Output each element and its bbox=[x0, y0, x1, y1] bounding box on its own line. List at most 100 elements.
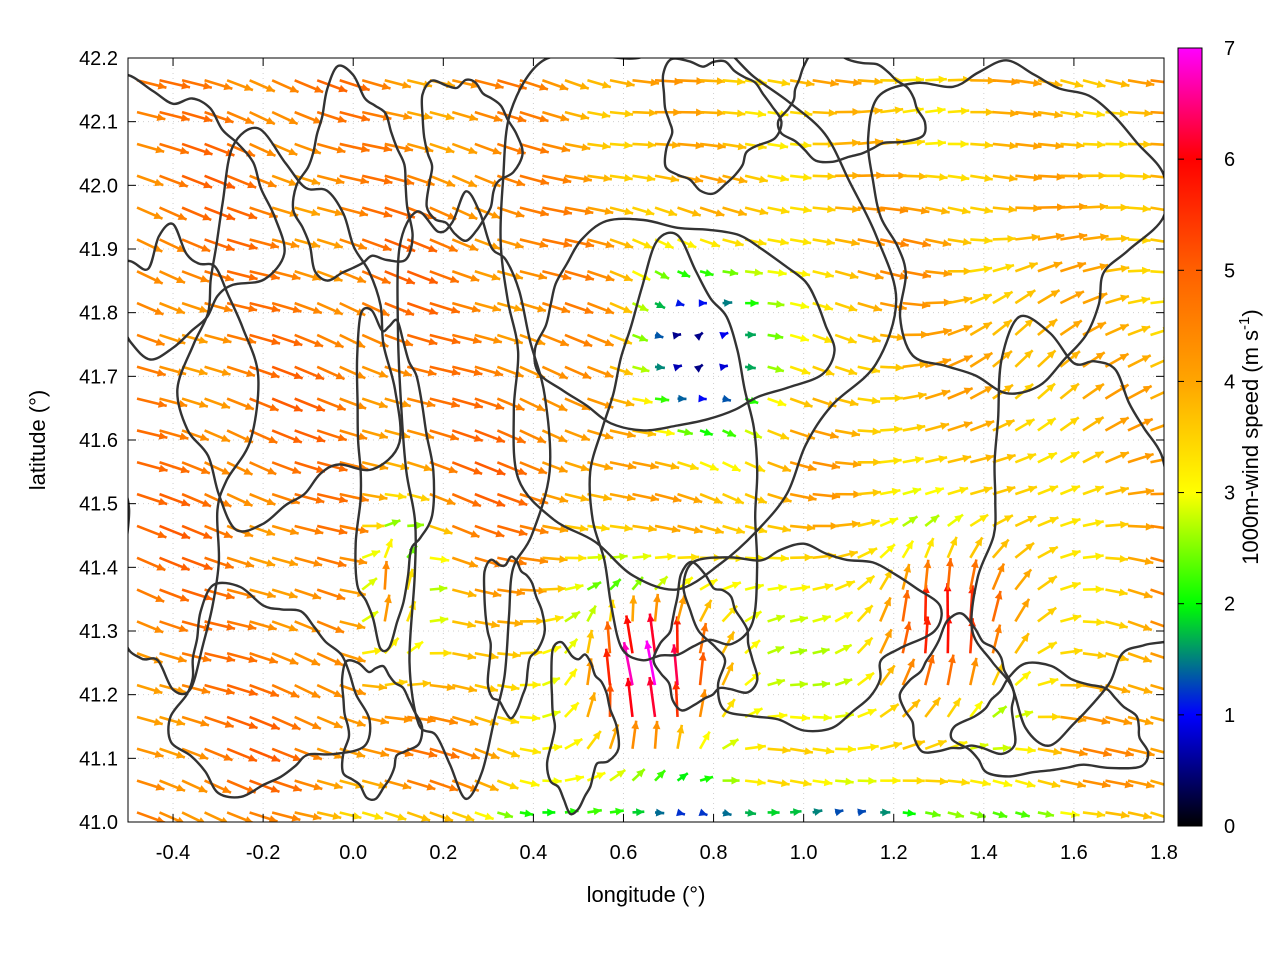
wind-arrow bbox=[1060, 550, 1080, 558]
wind-arrow-head bbox=[781, 554, 789, 562]
wind-arrow bbox=[340, 335, 365, 347]
wind-arrow-head bbox=[895, 394, 903, 402]
wind-arrow-head bbox=[827, 172, 835, 180]
wind-arrow-head bbox=[539, 83, 548, 90]
colorbar-tick-label: 3 bbox=[1224, 483, 1235, 505]
wind-arrow bbox=[880, 488, 900, 496]
wind-arrow bbox=[700, 526, 724, 534]
wind-arrow-head bbox=[845, 778, 853, 786]
wind-arrow bbox=[948, 296, 972, 304]
wind-arrow bbox=[385, 430, 410, 439]
wind-arrow bbox=[227, 494, 252, 506]
wind-arrow bbox=[1128, 488, 1154, 496]
wind-arrow bbox=[1083, 384, 1104, 399]
wind-arrow bbox=[250, 80, 275, 91]
y-tick-label: 41.8 bbox=[79, 303, 118, 325]
wind-arrow-head bbox=[584, 307, 593, 314]
wind-arrow bbox=[475, 239, 500, 249]
wind-arrow bbox=[925, 810, 940, 818]
wind-arrow bbox=[993, 109, 1019, 117]
wind-arrow bbox=[452, 685, 477, 693]
wind-arrow-head bbox=[158, 498, 167, 505]
wind-arrow-head bbox=[313, 307, 322, 314]
wind-arrow-head bbox=[517, 115, 526, 122]
wind-arrow bbox=[520, 809, 533, 817]
wind-arrow bbox=[678, 270, 691, 277]
wind-arrow bbox=[565, 554, 586, 562]
wind-arrow bbox=[384, 595, 392, 622]
wind-arrow bbox=[1105, 140, 1127, 148]
wind-arrow bbox=[587, 111, 610, 119]
wind-arrow bbox=[835, 778, 854, 786]
wind-arrow bbox=[587, 80, 610, 88]
wind-arrow bbox=[1128, 296, 1150, 304]
wind-arrow bbox=[382, 561, 390, 590]
wind-arrow-head bbox=[1168, 141, 1176, 149]
wind-arrow bbox=[813, 271, 834, 279]
wind-arrow bbox=[632, 271, 650, 280]
wind-arrow-head bbox=[1052, 713, 1060, 721]
wind-arrow bbox=[970, 353, 992, 367]
wind-arrow bbox=[587, 606, 595, 622]
wind-arrow bbox=[993, 264, 1014, 272]
wind-arrow bbox=[565, 703, 579, 717]
wind-arrow bbox=[362, 683, 387, 691]
wind-arrow bbox=[610, 524, 633, 532]
wind-arrow bbox=[1128, 109, 1153, 117]
wind-arrow-head bbox=[693, 496, 702, 503]
wind-arrow bbox=[813, 205, 836, 213]
wind-arrow bbox=[565, 494, 589, 502]
wind-arrow bbox=[1060, 262, 1086, 271]
wind-arrow bbox=[1128, 685, 1152, 694]
wind-arrow bbox=[790, 648, 807, 656]
wind-arrow-head bbox=[711, 240, 720, 247]
wind-arrow bbox=[835, 271, 858, 279]
wind-arrow-head bbox=[581, 464, 590, 471]
y-tick-label: 42.2 bbox=[79, 48, 118, 70]
wind-arrow-head bbox=[448, 466, 457, 473]
wind-arrow bbox=[925, 455, 947, 463]
wind-arrow bbox=[407, 812, 430, 821]
x-tick-label: 1.4 bbox=[970, 842, 998, 864]
y-tick-label: 41.6 bbox=[79, 430, 118, 452]
wind-arrow bbox=[925, 107, 945, 115]
wind-arrow bbox=[1105, 621, 1127, 629]
wind-arrow bbox=[880, 394, 903, 402]
wind-arrow-head bbox=[421, 814, 430, 821]
wind-arrow bbox=[385, 519, 401, 526]
wind-arrow-head bbox=[316, 435, 325, 442]
wind-arrow bbox=[1150, 357, 1172, 367]
wind-arrow bbox=[587, 142, 610, 150]
wind-arrow bbox=[1015, 569, 1031, 589]
x-tick-label: 0.8 bbox=[700, 842, 728, 864]
wind-arrow bbox=[317, 621, 344, 632]
wind-arrow bbox=[678, 239, 697, 247]
wind-arrow bbox=[362, 303, 389, 316]
wind-arrow-head bbox=[1120, 172, 1128, 180]
wind-arrow bbox=[542, 430, 567, 441]
wind-arrow-head bbox=[246, 370, 255, 377]
wind-arrow bbox=[925, 390, 950, 399]
wind-arrow bbox=[520, 747, 541, 755]
wind-arrow bbox=[1015, 319, 1033, 335]
wind-arrow bbox=[1038, 453, 1057, 462]
wind-arrow-shaft bbox=[1150, 301, 1171, 303]
wind-arrow bbox=[698, 395, 706, 403]
wind-arrow bbox=[1128, 386, 1152, 399]
wind-arrow-head bbox=[939, 76, 947, 84]
wind-arrow bbox=[880, 426, 902, 434]
wind-arrow-head bbox=[737, 110, 745, 118]
wind-arrow bbox=[430, 683, 455, 691]
wind-arrow bbox=[768, 809, 780, 817]
wind-arrow-head bbox=[822, 680, 830, 688]
wind-arrow bbox=[835, 108, 860, 116]
wind-arrow bbox=[723, 299, 733, 307]
x-tick-label: -0.4 bbox=[156, 842, 190, 864]
wind-arrow bbox=[948, 174, 970, 182]
wind-arrow bbox=[745, 743, 766, 751]
wind-arrow bbox=[813, 647, 830, 655]
wind-arrow bbox=[610, 141, 633, 149]
wind-arrow-head bbox=[704, 428, 713, 435]
wind-arrow bbox=[835, 367, 857, 375]
wind-arrow bbox=[948, 811, 964, 819]
